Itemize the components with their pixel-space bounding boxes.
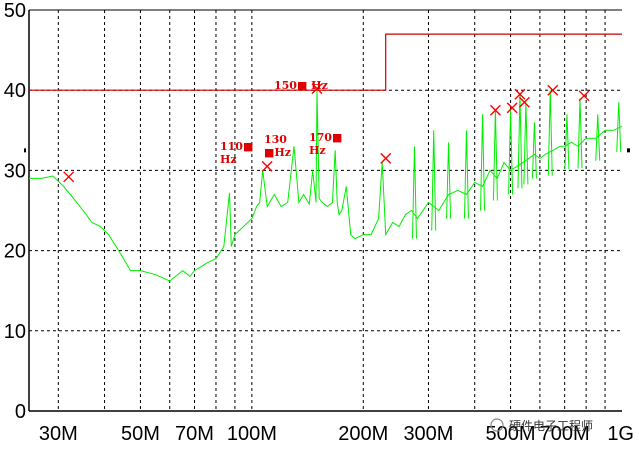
emission-spike xyxy=(492,110,498,201)
emission-spike xyxy=(508,110,514,195)
x-tick-label: 30M xyxy=(39,423,78,445)
peak-marker xyxy=(518,96,530,108)
emission-spike xyxy=(564,114,570,170)
annotation-130: 130 xyxy=(264,133,287,146)
y-tick-label: 10 xyxy=(4,321,26,343)
annotation-150: 150■ Hz xyxy=(274,79,328,92)
emission-spike xyxy=(411,146,417,239)
annotation-170: 170■ xyxy=(309,131,342,144)
emission-spike xyxy=(531,122,537,179)
plot-frame xyxy=(24,9,630,412)
y-tick-label: 0 xyxy=(15,401,26,423)
y-tick-label: 20 xyxy=(4,241,26,263)
peak-marker xyxy=(506,102,518,114)
y-tick-label: 30 xyxy=(4,160,26,182)
x-tick-label: 200M xyxy=(338,423,388,445)
x-tick-label: 500M xyxy=(486,423,536,445)
y-tick-labels: 0 10 20 30 40 50 xyxy=(4,0,26,423)
annotation-110: 110■ xyxy=(220,140,253,153)
traces xyxy=(29,33,623,282)
emission-spike xyxy=(577,98,583,169)
emission-trace xyxy=(29,90,623,282)
emission-spike xyxy=(547,90,553,176)
peak-markers xyxy=(63,83,590,183)
emission-spike xyxy=(431,130,437,231)
peak-marker xyxy=(578,90,590,102)
emission-spike xyxy=(616,102,622,152)
emission-spike xyxy=(595,114,601,161)
x-tick-label: 100M xyxy=(227,423,277,445)
annotation-130-unit: ■Hz xyxy=(264,146,291,159)
x-tick-label: 300M xyxy=(403,423,453,445)
peak-marker xyxy=(63,171,75,183)
x-tick-label: 1G xyxy=(607,423,634,445)
peak-marker xyxy=(261,160,273,172)
x-tick-label: 700M xyxy=(540,423,590,445)
watermark: 硬件电子工程师 xyxy=(490,418,593,433)
emission-spike xyxy=(523,102,529,185)
wechat-icon xyxy=(490,418,504,432)
x-tick-labels: 30M 50M 70M 100M 200M 300M 500M 700M 1G xyxy=(39,423,634,445)
x-tick-label: 70M xyxy=(175,423,214,445)
watermark-text: 硬件电子工程师 xyxy=(509,418,593,433)
emission-spike xyxy=(446,142,452,219)
annotation-110-unit: Hz xyxy=(220,153,237,166)
limit-line xyxy=(29,33,622,91)
emission-spike xyxy=(517,94,523,189)
peak-marker xyxy=(514,88,526,100)
annotation-170-unit: Hz xyxy=(309,144,326,157)
x-tick-label: 50M xyxy=(121,423,160,445)
left-tick-mark xyxy=(24,148,26,153)
y-tick-label: 40 xyxy=(4,80,26,102)
emission-spike xyxy=(463,130,469,219)
right-tick-mark xyxy=(627,148,630,153)
peak-marker xyxy=(311,83,323,95)
peak-marker xyxy=(380,152,392,164)
grid-lines xyxy=(29,10,622,411)
emission-spike xyxy=(480,114,486,211)
peak-marker xyxy=(547,84,559,96)
frequency-annotations: 110■ Hz 130 ■Hz 150■ Hz 170■ Hz xyxy=(220,79,342,166)
y-tick-label: 50 xyxy=(4,0,26,22)
peak-marker xyxy=(489,104,501,116)
